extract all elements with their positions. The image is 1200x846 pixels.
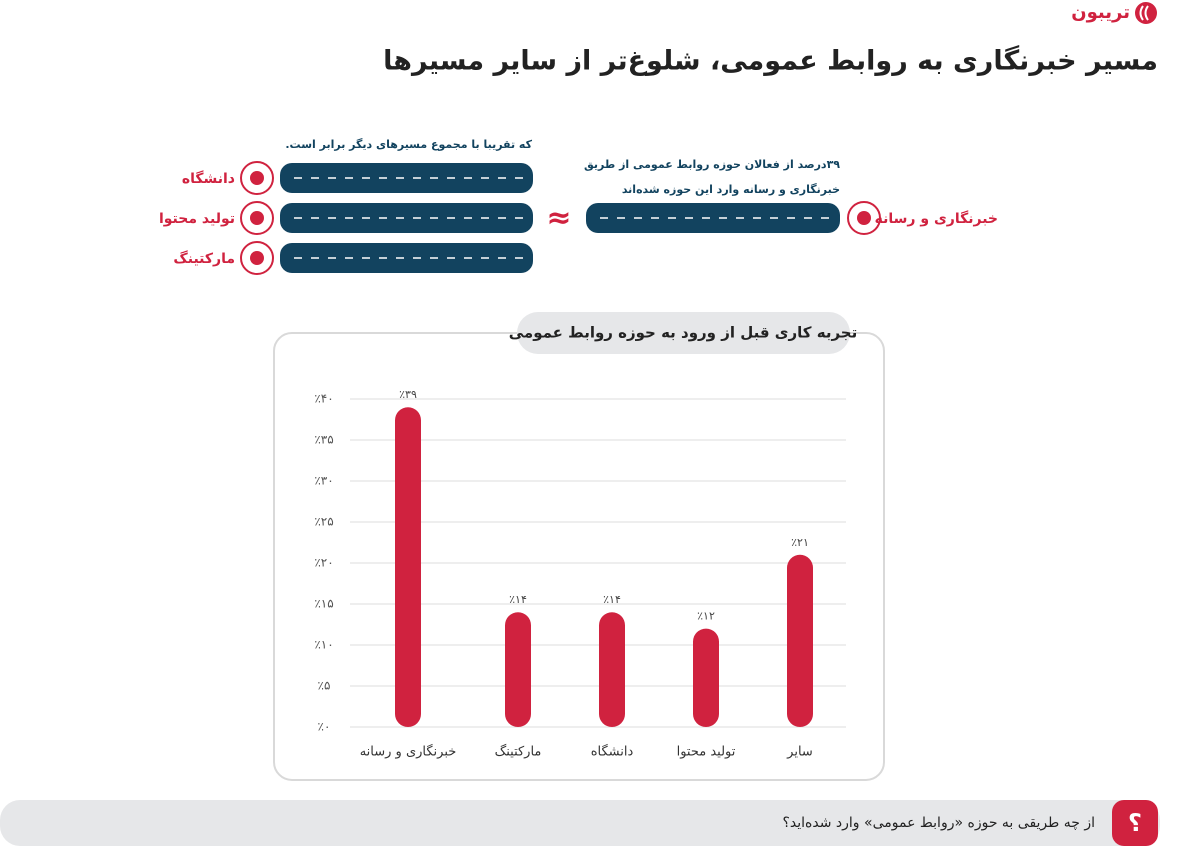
- footer-badge-text: ؟: [1128, 809, 1142, 837]
- path-icon-inner: [857, 211, 871, 225]
- path-label: دانشگاه: [182, 170, 235, 187]
- value-label: ٪۱۴: [603, 593, 621, 606]
- x-tick-label: مارکتینگ: [495, 744, 542, 760]
- y-tick-label: ٪۴۰: [314, 392, 333, 406]
- path-icon-inner: [250, 251, 264, 265]
- chart-title: تجربه کاری قبل از ورود به حوزه روابط عمو…: [509, 324, 858, 342]
- y-tick-label: ٪۰: [318, 720, 331, 734]
- y-tick-label: ٪۱۵: [314, 597, 333, 611]
- bar: [693, 628, 719, 727]
- footer-badge: [1112, 800, 1158, 846]
- y-tick-label: ٪۲۰: [314, 556, 333, 570]
- road: [280, 243, 533, 273]
- y-tick-label: ٪۳۰: [314, 474, 333, 488]
- plot: ٪۰ ٪۵ ٪۱۰ ٪۱۵ ٪۲۰ ٪۲۵ ٪۳۰ ٪۳۵ ٪۴۰ ٪۳۹ خبرنگاری و ر…: [314, 388, 846, 760]
- y-tick-label: ٪۲۵: [314, 515, 333, 529]
- value-label: ٪۲۱: [791, 536, 809, 549]
- x-tick-label: خبرنگاری و رسانه: [360, 744, 457, 760]
- value-label: ٪۱۲: [697, 610, 715, 623]
- path-label: مارکتینگ: [173, 250, 235, 267]
- logo: تریبون: [1071, 2, 1130, 23]
- chart-title-pill: [517, 312, 850, 354]
- roads: [240, 161, 881, 275]
- path-label: تولید محتوا: [159, 211, 235, 227]
- footer-bar: [0, 800, 1160, 846]
- footer-question: از چه طریقی به حوزه «روابط عمومی» وارد ش…: [782, 815, 1095, 831]
- right-note: خبرنگاری و رسانه وارد این حوزه شده‌اند: [622, 183, 840, 196]
- bar: [787, 554, 813, 727]
- x-tick-label: تولید محتوا: [677, 745, 736, 760]
- bar: [599, 612, 625, 727]
- y-tick-label: ٪۳۵: [314, 433, 333, 447]
- headline: مسیر خبرنگاری به روابط عمومی، شلوغ‌تر از…: [383, 45, 1158, 77]
- x-tick-label: دانشگاه: [591, 744, 634, 760]
- bar: [395, 407, 421, 727]
- path-icon-inner: [250, 171, 264, 185]
- x-tick-label: سایر: [786, 745, 813, 760]
- value-label: ٪۱۴: [509, 593, 527, 606]
- value-label: ٪۳۹: [399, 388, 417, 401]
- left-note: که تقریبا با مجموع مسیرهای دیگر برابر اس…: [285, 138, 532, 151]
- right-note: ۳۹درصد از فعالان حوزه روابط عمومی از طری…: [584, 158, 840, 171]
- path-icon-inner: [250, 211, 264, 225]
- road: [280, 203, 533, 233]
- road: [280, 163, 533, 193]
- path-label: خبرنگاری و رسانه: [875, 210, 998, 227]
- y-tick-label: ٪۵: [318, 679, 331, 693]
- approx-symbol: ≈: [546, 201, 571, 236]
- road: [586, 203, 840, 233]
- logo-glyph: [1139, 5, 1149, 21]
- y-tick-label: ٪۱۰: [314, 638, 333, 652]
- bar: [505, 612, 531, 727]
